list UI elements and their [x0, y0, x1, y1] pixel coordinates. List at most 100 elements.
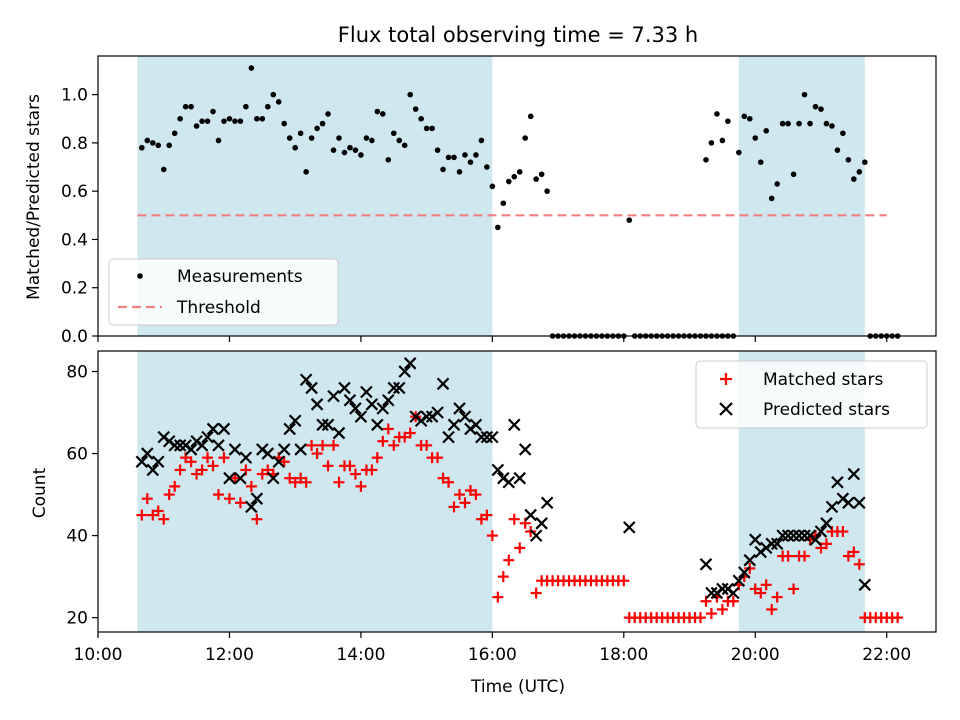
measurement-point [538, 171, 545, 178]
matched-star-point [212, 489, 224, 501]
matched-star-point [371, 452, 383, 464]
matched-star-point [245, 480, 257, 492]
predicted-star-point [792, 529, 806, 542]
measurement-point [522, 135, 529, 141]
measurement-point [330, 147, 337, 153]
predicted-star-point [310, 398, 324, 411]
predicted-star-point [623, 521, 636, 534]
measurement-point [725, 118, 731, 124]
predicted-star-point [831, 475, 844, 489]
measurement-point [303, 169, 309, 175]
predicted-star-point [316, 418, 329, 432]
predicted-star-point [228, 443, 242, 456]
matched-star-point [328, 439, 340, 451]
matched-star-point [202, 452, 214, 464]
predicted-star-point [513, 471, 527, 485]
shaded-interval-1 [137, 351, 493, 632]
predicted-star-point [507, 418, 521, 432]
measurement-point [752, 135, 759, 141]
legend-matched-marker [720, 373, 732, 385]
predicted-star-point [770, 537, 784, 551]
predicted-star-point [135, 455, 149, 469]
predicted-star-point [223, 471, 236, 485]
bottom-legend-box [695, 360, 928, 429]
matched-star-point [618, 575, 630, 587]
measurement-point [160, 166, 167, 173]
predicted-star-point [392, 381, 406, 395]
matched-star-point [163, 489, 175, 501]
predicted-star-point [491, 463, 505, 477]
matched-star-point [459, 497, 471, 509]
predicted-star-point [524, 508, 537, 522]
measurement-point [703, 156, 709, 163]
measurement-point [861, 159, 868, 166]
bottom-legend: Matched stars Predicted stars [695, 360, 928, 429]
y-tick-label: 60 [66, 445, 88, 465]
predicted-star-point [398, 365, 411, 378]
matched-star-point [508, 513, 520, 525]
matched-star-point [470, 489, 482, 501]
predicted-star-point [480, 430, 494, 444]
predicted-star-point [245, 500, 258, 514]
bottom-x-ticks: 10:00 12:00 14:00 16:00 18:00 20:00 22:00 [74, 632, 911, 665]
matched-star-point [317, 439, 329, 451]
measurement-point [374, 108, 381, 115]
predicted-star-point [146, 463, 160, 477]
bottom-y-ticks: 20 40 60 80 [66, 363, 98, 629]
measurement-point [741, 113, 748, 120]
y-tick-label: 1.0 [61, 86, 88, 106]
predicted-star-point [716, 582, 729, 596]
predicted-star-point [738, 566, 751, 579]
measurement-point [171, 130, 178, 137]
measurement-point [325, 111, 331, 117]
predicted-star-point [847, 467, 861, 481]
matched-star-point [333, 476, 345, 488]
measurement-point [774, 181, 780, 187]
predicted-star-point [776, 529, 789, 542]
y-tick-label: 20 [66, 609, 88, 629]
matched-star-point [196, 464, 208, 476]
legend-matched-label: Matched stars [763, 370, 883, 390]
predicted-star-point [809, 533, 822, 546]
measurement-point [347, 144, 353, 151]
matched-star-point [492, 591, 504, 603]
measurement-point [736, 149, 742, 156]
matched-star-point [694, 612, 706, 624]
matched-star-point [705, 608, 717, 620]
measurement-point [801, 91, 808, 98]
predicted-star-point [436, 377, 450, 391]
top-plot-frame [97, 55, 937, 337]
top-x-ticks [97, 336, 888, 342]
matched-star-point [218, 452, 230, 464]
matched-star-point [152, 505, 164, 517]
top-y-axis-label: Matched/Predicted stars [24, 94, 44, 300]
measurement-point [544, 188, 550, 194]
x-tick-label: 14:00 [336, 645, 385, 665]
measurement-point [500, 200, 507, 207]
predicted-star-point [299, 373, 313, 386]
predicted-star-point [705, 586, 718, 600]
measurement-point [829, 123, 835, 129]
matched-star-point [355, 480, 367, 492]
y-tick-label: 0.8 [61, 134, 88, 154]
predicted-star-point [338, 381, 351, 395]
predicted-star-point [518, 443, 532, 456]
measurement-point [851, 176, 857, 182]
measurement-point [358, 152, 364, 158]
matched-star-point [382, 423, 394, 435]
measurement-point [259, 115, 266, 122]
predicted-star-point [442, 430, 455, 444]
predicted-star-point [486, 430, 499, 444]
predicted-star-point [141, 447, 154, 460]
matched-star-point [799, 550, 811, 562]
matched-star-point [443, 476, 455, 488]
measurement-point [834, 147, 841, 153]
predicted-star-point [540, 496, 554, 510]
measurement-point [412, 106, 419, 112]
predicted-star-point [376, 402, 390, 415]
matched-star-point [820, 538, 832, 550]
predicted-star-point [748, 533, 762, 546]
measurement-point [341, 149, 348, 156]
matched-star-point [223, 493, 235, 505]
predicted-star-point [365, 398, 379, 411]
